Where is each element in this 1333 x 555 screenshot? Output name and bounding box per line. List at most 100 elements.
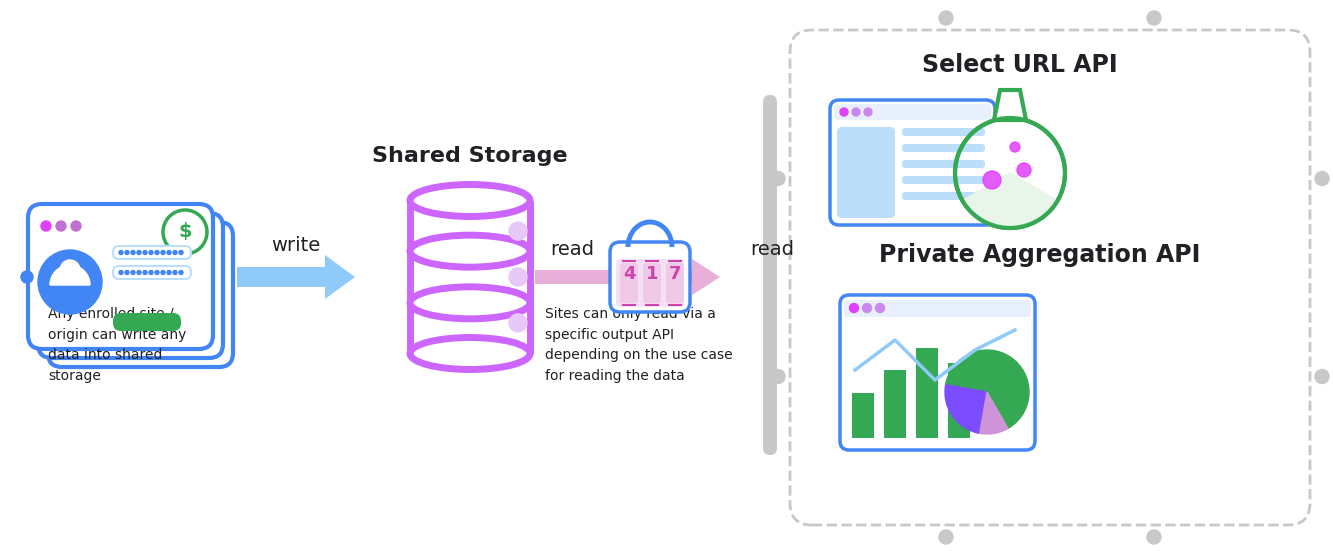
Circle shape xyxy=(938,530,953,544)
Text: $: $ xyxy=(179,223,192,241)
Circle shape xyxy=(1314,370,1329,384)
Circle shape xyxy=(125,250,129,255)
FancyBboxPatch shape xyxy=(113,266,191,279)
Bar xyxy=(411,200,531,354)
FancyBboxPatch shape xyxy=(113,313,181,331)
Circle shape xyxy=(1146,530,1161,544)
Circle shape xyxy=(41,221,51,231)
FancyBboxPatch shape xyxy=(762,95,777,455)
FancyBboxPatch shape xyxy=(902,176,985,184)
Circle shape xyxy=(143,250,147,255)
Circle shape xyxy=(770,171,785,185)
Ellipse shape xyxy=(411,287,531,319)
Text: Any enrolled site /
origin can write any
data into shared
storage: Any enrolled site / origin can write any… xyxy=(48,307,187,383)
FancyBboxPatch shape xyxy=(830,100,994,225)
Circle shape xyxy=(1314,171,1329,185)
Circle shape xyxy=(957,120,1062,226)
Circle shape xyxy=(167,270,171,275)
Circle shape xyxy=(21,271,33,283)
Circle shape xyxy=(509,222,527,240)
Circle shape xyxy=(155,270,159,275)
Circle shape xyxy=(71,221,81,231)
Circle shape xyxy=(131,270,135,275)
FancyBboxPatch shape xyxy=(643,263,661,303)
Circle shape xyxy=(149,270,153,275)
Circle shape xyxy=(149,250,153,255)
Wedge shape xyxy=(964,173,1056,226)
Polygon shape xyxy=(535,259,720,295)
Circle shape xyxy=(60,260,80,280)
Circle shape xyxy=(862,304,872,312)
FancyBboxPatch shape xyxy=(902,192,985,200)
Circle shape xyxy=(864,108,872,116)
Circle shape xyxy=(119,250,123,255)
Circle shape xyxy=(852,108,860,116)
Text: 7: 7 xyxy=(669,265,681,283)
Circle shape xyxy=(849,304,858,312)
FancyBboxPatch shape xyxy=(611,242,690,312)
FancyBboxPatch shape xyxy=(902,128,985,136)
FancyBboxPatch shape xyxy=(48,222,233,367)
Circle shape xyxy=(161,250,165,255)
Circle shape xyxy=(137,250,141,255)
Circle shape xyxy=(143,270,147,275)
Wedge shape xyxy=(945,385,986,433)
Circle shape xyxy=(56,221,67,231)
Wedge shape xyxy=(980,392,1008,434)
Circle shape xyxy=(179,250,183,255)
Ellipse shape xyxy=(411,184,531,216)
FancyBboxPatch shape xyxy=(837,127,894,218)
Circle shape xyxy=(161,270,165,275)
Circle shape xyxy=(1010,142,1020,152)
FancyBboxPatch shape xyxy=(834,104,990,120)
FancyBboxPatch shape xyxy=(666,263,684,303)
Polygon shape xyxy=(994,90,1026,120)
Circle shape xyxy=(131,250,135,255)
Bar xyxy=(852,393,874,438)
Circle shape xyxy=(1017,163,1030,177)
Circle shape xyxy=(39,250,103,314)
Text: read: read xyxy=(750,240,794,259)
Circle shape xyxy=(1146,11,1161,25)
FancyBboxPatch shape xyxy=(113,246,191,259)
Circle shape xyxy=(167,250,171,255)
Circle shape xyxy=(509,314,527,332)
Circle shape xyxy=(770,370,785,384)
Ellipse shape xyxy=(411,337,531,370)
Ellipse shape xyxy=(411,235,531,267)
Circle shape xyxy=(125,270,129,275)
Wedge shape xyxy=(51,265,91,285)
FancyBboxPatch shape xyxy=(840,295,1034,450)
Polygon shape xyxy=(237,255,355,299)
Text: write: write xyxy=(272,236,321,255)
Circle shape xyxy=(509,268,527,286)
Circle shape xyxy=(876,304,885,312)
FancyBboxPatch shape xyxy=(620,263,639,303)
Text: Select URL API: Select URL API xyxy=(922,53,1118,77)
Circle shape xyxy=(137,270,141,275)
Text: Sites can only read via a
specific output API
depending on the use case
for read: Sites can only read via a specific outpu… xyxy=(545,307,733,383)
Text: read: read xyxy=(551,240,595,259)
Circle shape xyxy=(982,171,1001,189)
Text: Shared Storage: Shared Storage xyxy=(372,147,568,166)
FancyBboxPatch shape xyxy=(902,160,985,168)
Circle shape xyxy=(119,270,123,275)
Text: 1: 1 xyxy=(645,265,659,283)
Circle shape xyxy=(155,250,159,255)
Circle shape xyxy=(938,11,953,25)
FancyBboxPatch shape xyxy=(844,300,1030,317)
Text: 4: 4 xyxy=(623,265,636,283)
Circle shape xyxy=(173,270,177,275)
Circle shape xyxy=(840,108,848,116)
Circle shape xyxy=(173,250,177,255)
FancyBboxPatch shape xyxy=(616,259,684,307)
FancyBboxPatch shape xyxy=(39,213,223,358)
Text: Private Aggregation API: Private Aggregation API xyxy=(880,243,1201,267)
Wedge shape xyxy=(945,350,1029,428)
FancyBboxPatch shape xyxy=(28,204,213,349)
Bar xyxy=(884,370,906,438)
FancyBboxPatch shape xyxy=(902,144,985,152)
Bar xyxy=(948,363,970,438)
Bar xyxy=(916,348,938,438)
Circle shape xyxy=(179,270,183,275)
